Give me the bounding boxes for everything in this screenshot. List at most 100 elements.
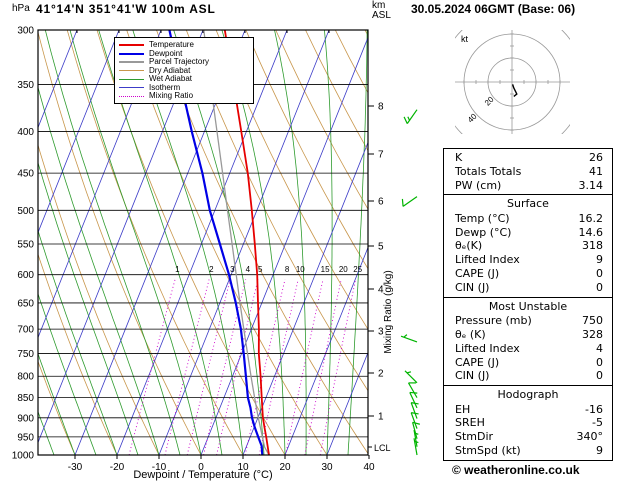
legend-line-sample (119, 70, 144, 72)
legend-label: Wet Adiabat (149, 74, 192, 84)
stat-label: CAPE (J) (455, 355, 500, 369)
svg-text:650: 650 (17, 298, 34, 309)
stats-section: Surface Temp (°C) 16.2 Dewp (°C) 14.6 θₑ(K) 31… (443, 194, 613, 298)
svg-text:5: 5 (258, 265, 263, 274)
svg-text:8: 8 (285, 265, 290, 274)
stat-row: CIN (J) 0 (444, 281, 612, 295)
legend-item: Temperature (119, 41, 248, 50)
svg-text:6: 6 (378, 197, 384, 208)
svg-text:750: 750 (17, 349, 34, 360)
stat-label: EH (455, 402, 471, 416)
svg-text:2: 2 (378, 369, 384, 380)
stat-row: K 26 (444, 151, 612, 165)
indices-panel: K 26 Totals Totals 41 PW (cm) 3.14 Surface Temp… (443, 148, 613, 461)
svg-text:1: 1 (175, 265, 180, 274)
svg-text:20: 20 (339, 265, 348, 274)
svg-text:40: 40 (363, 462, 375, 473)
svg-text:800: 800 (17, 372, 34, 383)
legend-item: Wet Adiabat (119, 75, 248, 84)
stat-row: CIN (J) 0 (444, 369, 612, 383)
legend-line-sample (119, 52, 144, 55)
stats-section-title: Surface (507, 197, 549, 211)
stat-label: Lifted Index (455, 341, 520, 355)
km-label: km (372, 0, 386, 11)
svg-text:20: 20 (279, 462, 291, 473)
svg-text:550: 550 (17, 239, 34, 250)
svg-text:2: 2 (209, 265, 214, 274)
stat-value: 3.14 (578, 178, 604, 192)
valid-datetime: 30.05.2024 06GMT (Base: 06) (411, 2, 576, 16)
stat-value: 0 (596, 267, 603, 281)
legend-label: Dry Adiabat (149, 65, 191, 75)
stat-row: StmDir 340° (444, 430, 612, 444)
stat-value: 318 (582, 239, 603, 253)
stat-value: 14.6 (578, 225, 604, 239)
stat-label: PW (cm) (455, 178, 502, 192)
svg-text:1000: 1000 (12, 451, 35, 462)
stat-label: CIN (J) (455, 369, 490, 383)
stat-row: CAPE (J) 0 (444, 356, 612, 370)
stat-value: -16 (585, 402, 603, 416)
stat-row: Dewp (°C) 14.6 (444, 226, 612, 240)
stat-row: PW (cm) 3.14 (444, 179, 612, 193)
hodograph-unit-label: kt (461, 34, 469, 44)
stat-label: StmSpd (kt) (455, 444, 521, 458)
stat-value: 9 (596, 253, 603, 267)
x-axis: -30 -20 -10 0 10 20 30 40 (68, 455, 375, 473)
stats-section-title: Most Unstable (488, 299, 568, 313)
stat-value: -5 (592, 416, 603, 430)
stat-value: 41 (589, 164, 603, 178)
legend-line-sample (119, 87, 144, 89)
svg-text:300: 300 (17, 26, 34, 37)
svg-text:-30: -30 (68, 462, 83, 473)
svg-text:10: 10 (296, 265, 305, 274)
legend-item: Dry Adiabat (119, 65, 248, 76)
stat-row: Pressure (mb) 750 (444, 314, 612, 328)
svg-text:4: 4 (378, 285, 384, 296)
svg-text:3: 3 (230, 265, 235, 274)
dewpoint-curve (168, 30, 264, 455)
svg-text:5: 5 (378, 242, 384, 253)
stat-row: Temp (°C) 16.2 (444, 212, 612, 226)
stat-value: 750 (582, 314, 603, 328)
legend-line-sample (119, 61, 144, 64)
stat-row: θₑ(K) 318 (444, 239, 612, 253)
parcel-curve (203, 30, 270, 455)
stat-value: 340° (576, 430, 604, 444)
stat-value: 0 (596, 369, 603, 383)
svg-text:900: 900 (17, 413, 34, 424)
stat-value: 0 (596, 280, 603, 294)
copyright: © weatheronline.co.uk (452, 463, 580, 477)
legend-item: Mixing Ratio (119, 92, 248, 101)
station-title: 41°14'N 351°41'W 100m ASL (36, 2, 216, 16)
legend-label: Parcel Trajectory (149, 57, 210, 67)
stat-row: SREH -5 (444, 416, 612, 430)
mixing-ratio-axis-label: Mixing Ratio (g/kg) (383, 270, 394, 353)
stat-label: SREH (455, 416, 485, 430)
svg-text:3: 3 (378, 327, 384, 338)
svg-text:30: 30 (321, 462, 333, 473)
mixing-ratio-lines (128, 279, 357, 455)
legend-label: Dewpoint (149, 48, 183, 58)
temperature-curve (223, 30, 270, 455)
hodograph-trace (511, 84, 518, 97)
legend-item: Parcel Trajectory (119, 58, 248, 67)
legend-label: Mixing Ratio (149, 91, 194, 101)
svg-text:4: 4 (246, 265, 251, 274)
stat-label: θₑ (K) (455, 327, 486, 341)
km-axis: 8 7 6 5 4 3 2 1 (368, 102, 384, 448)
svg-text:950: 950 (17, 432, 34, 443)
wind-barbs (400, 109, 420, 456)
stats-section: K 26 Totals Totals 41 PW (cm) 3.14 (443, 148, 613, 196)
stat-row: CAPE (J) 0 (444, 267, 612, 281)
svg-text:40: 40 (466, 111, 479, 124)
stat-label: Temp (°C) (455, 211, 510, 225)
svg-text:20: 20 (483, 94, 496, 107)
svg-text:500: 500 (17, 206, 34, 217)
legend-line-sample (119, 78, 144, 80)
stats-section: Hodograph EH -16 SREH -5 StmDir 340° StmSpd (kt… (443, 385, 613, 461)
svg-text:15: 15 (321, 265, 330, 274)
stat-row: StmSpd (kt) 9 (444, 444, 612, 458)
